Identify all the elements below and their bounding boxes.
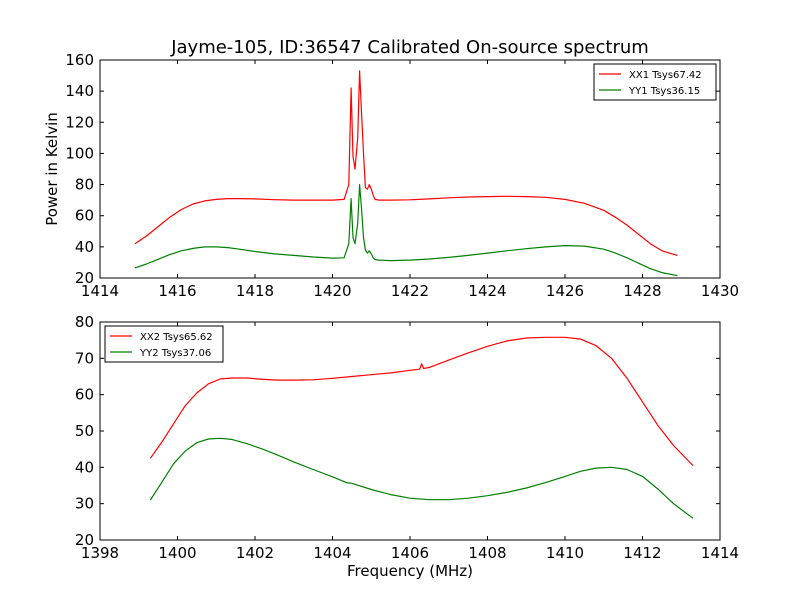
bottom-y-tick-label: 70 [75,349,94,367]
top-y-tick-label: 60 [75,207,94,225]
top-x-tick-label: 1416 [158,282,196,300]
top-y-axis-label: Power in Kelvin [43,112,61,226]
bottom-legend-label: XX2 Tsys65.62 [140,332,213,343]
top-legend-label: YY1 Tsys36.15 [628,86,700,97]
bottom-legend-label: YY2 Tsys37.06 [139,348,211,359]
top-x-tick-label: 1428 [623,282,661,300]
top-y-tick-label: 120 [65,113,94,131]
top-x-tick-label: 1420 [313,282,351,300]
chart-title: Jayme-105, ID:36547 Calibrated On-source… [170,37,649,58]
bottom-series-line-1 [149,336,694,466]
top-y-tick-label: 100 [65,144,94,162]
bottom-x-tick-label: 1414 [701,544,739,562]
bottom-y-tick-label: 20 [75,531,94,549]
top-spectrum-plot: 1414 1416 1418 1420 1422 1424 1426 1428 1430 20 40… [65,51,739,300]
bottom-x-tick-label: 1410 [546,544,584,562]
bottom-y-tick-label: 50 [75,422,94,440]
top-x-tick-label: 1426 [546,282,584,300]
top-x-tick-label: 1422 [391,282,429,300]
bottom-x-axis-label: Frequency (MHz) [347,562,473,580]
top-x-tick-label: 1424 [468,282,506,300]
bottom-y-tick-label: 60 [75,386,94,404]
bottom-series-line-2 [149,437,694,519]
top-x-tick-label: 1430 [701,282,739,300]
bottom-x-tick-label: 1402 [236,544,274,562]
top-x-tick-label: 1414 [81,282,119,300]
top-y-tick-label: 80 [75,176,94,194]
bottom-x-tick-label: 1398 [81,544,119,562]
top-y-tick-label: 40 [75,238,94,256]
bottom-x-tick-label: 1412 [623,544,661,562]
top-y-tick-label: 20 [75,269,94,287]
top-y-tick-label: 160 [65,51,94,69]
bottom-spectrum-plot: 1398 1400 1402 1404 1406 1408 1410 1412 1414 20 30… [75,313,739,562]
top-series-line-2 [134,184,678,277]
top-series-line-1 [134,70,678,256]
bottom-legend-box [104,325,224,363]
top-legend-box [593,63,717,101]
top-legend-label: XX1 Tsys67.42 [629,70,702,81]
bottom-y-tick-label: 30 [75,495,94,513]
bottom-y-tick-label: 80 [75,313,94,331]
bottom-y-tick-label: 40 [75,458,94,476]
bottom-x-tick-label: 1404 [313,544,351,562]
top-x-tick-label: 1418 [236,282,274,300]
bottom-x-tick-label: 1408 [468,544,506,562]
bottom-x-tick-label: 1400 [158,544,196,562]
top-y-tick-label: 140 [65,82,94,100]
bottom-x-tick-label: 1406 [391,544,429,562]
